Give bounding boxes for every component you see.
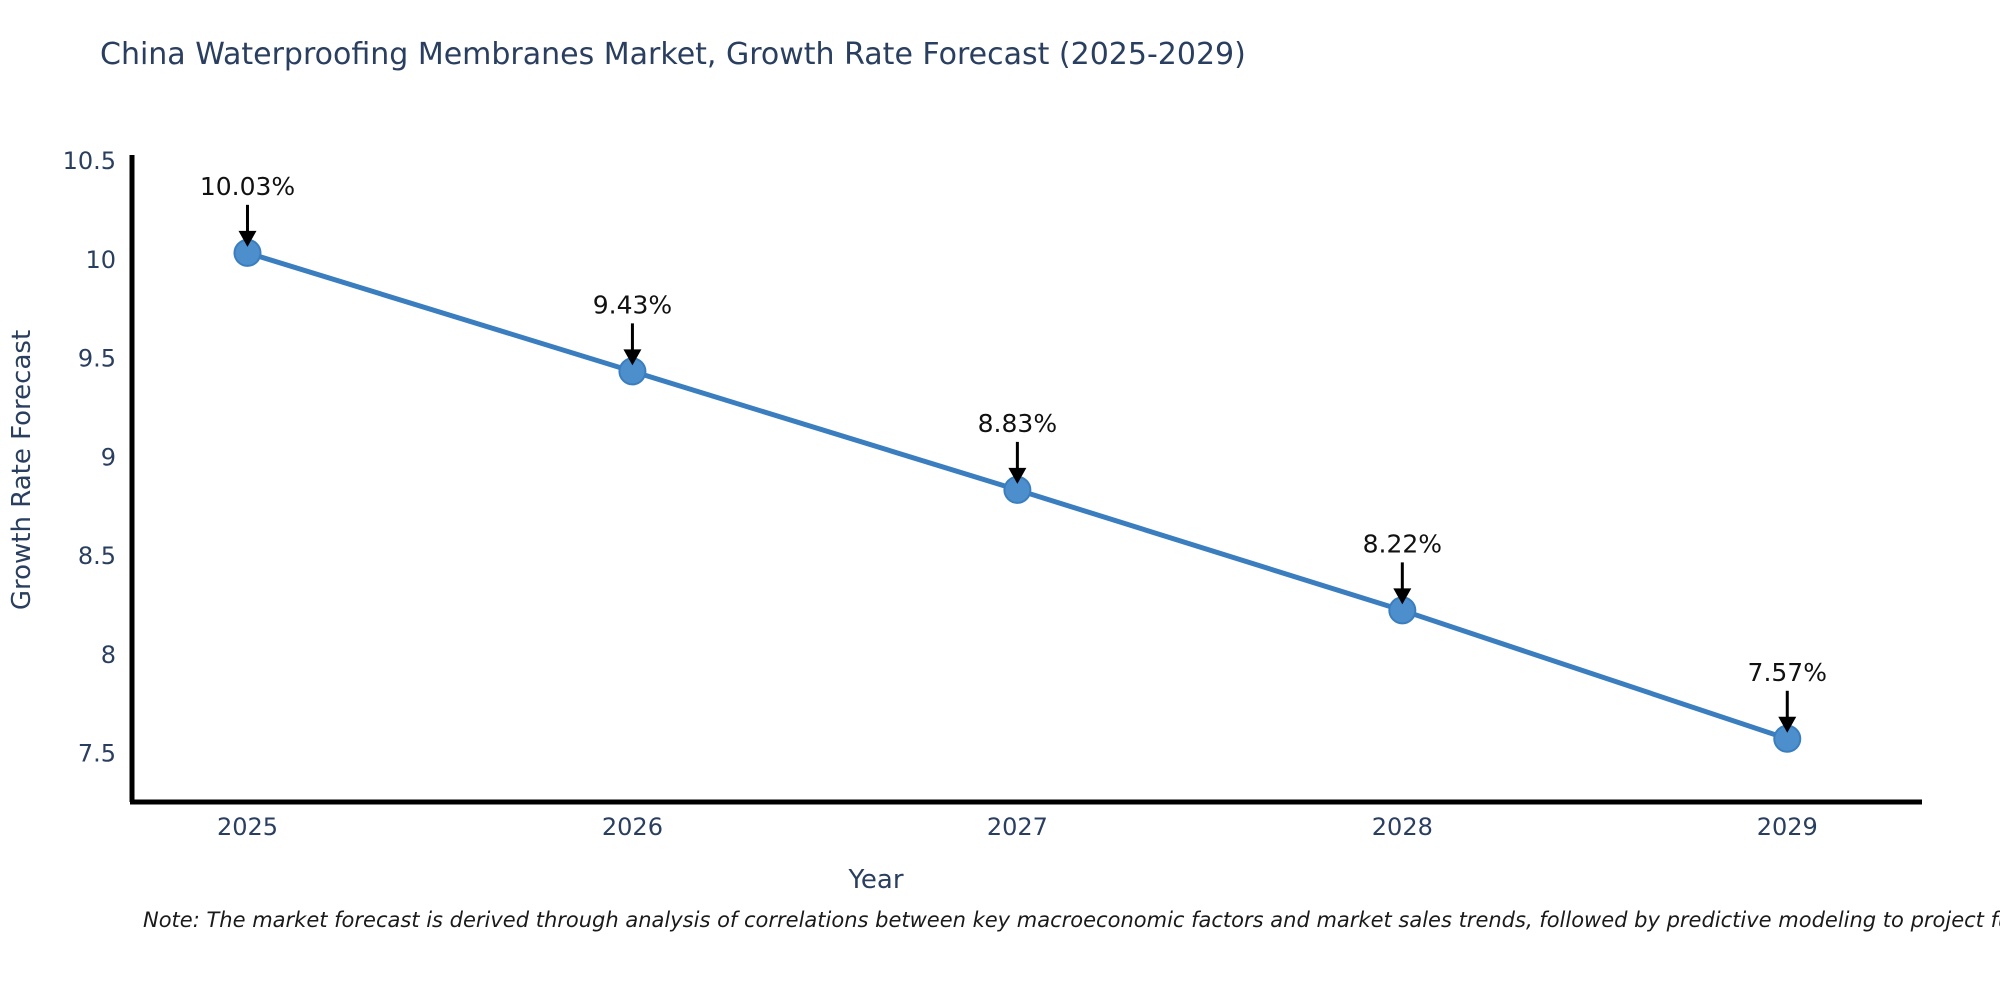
x-tick-label: 2027: [987, 813, 1048, 841]
x-tick-label: 2025: [217, 813, 278, 841]
footnote-text: Note: The market forecast is derived thr…: [143, 908, 2000, 932]
point-annotations: 10.03% 9.43% 8.83% 8.22% 7.57%: [200, 172, 1827, 733]
x-axis-title: Year: [847, 865, 903, 895]
y-tick-label: 9.5: [78, 345, 116, 373]
y-axis-title: Growth Rate Forecast: [7, 330, 37, 610]
x-tick-label: 2029: [1757, 813, 1818, 841]
annotation-arrow-head: [623, 349, 642, 366]
data-point-label: 8.22%: [1363, 529, 1442, 558]
data-point-label: 10.03%: [200, 172, 295, 201]
y-tick-label: 8: [101, 641, 116, 669]
x-tick-label: 2026: [602, 813, 663, 841]
annotation-arrow-head: [238, 230, 257, 247]
x-axis-ticks: 2025 2026 2027 2028 2029: [217, 813, 1818, 841]
y-tick-label: 7.5: [78, 740, 116, 768]
annotation-arrow-head: [1393, 588, 1412, 605]
y-tick-label: 10.5: [63, 147, 116, 175]
data-point-label: 7.57%: [1748, 658, 1827, 687]
y-tick-label: 9: [101, 443, 116, 471]
y-axis-ticks: 10.5 10 9.5 9 8.5 8 7.5: [63, 147, 116, 768]
x-tick-label: 2028: [1372, 813, 1433, 841]
data-point-label: 8.83%: [978, 409, 1057, 438]
annotation-arrow-head: [1778, 716, 1797, 733]
y-tick-label: 8.5: [78, 542, 116, 570]
y-tick-label: 10: [85, 246, 116, 274]
annotation-arrow-head: [1008, 467, 1027, 484]
data-point-label: 9.43%: [593, 290, 672, 319]
series-markers: [233, 238, 1802, 753]
chart-title: China Waterproofing Membranes Market, Gr…: [100, 37, 1246, 72]
